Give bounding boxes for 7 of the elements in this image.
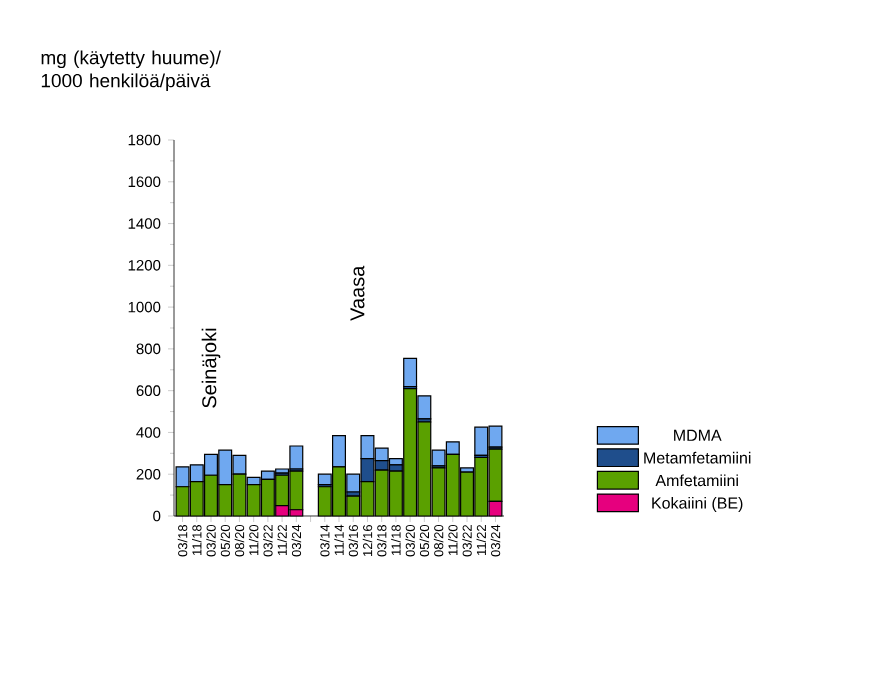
legend-label: Kokaiini (BE) (652, 496, 743, 512)
annotation: Seinäjoki (201, 328, 221, 408)
legend-label: MDMA (674, 429, 722, 441)
legend-label: Metamfetamiini (644, 451, 751, 464)
annotation: Vaasa (350, 265, 365, 321)
y-axis-title: mg (käytetty huume)/ 1000 henkilöä/päivä (41, 50, 221, 92)
legend-label: Amfetamiini (655, 474, 738, 487)
